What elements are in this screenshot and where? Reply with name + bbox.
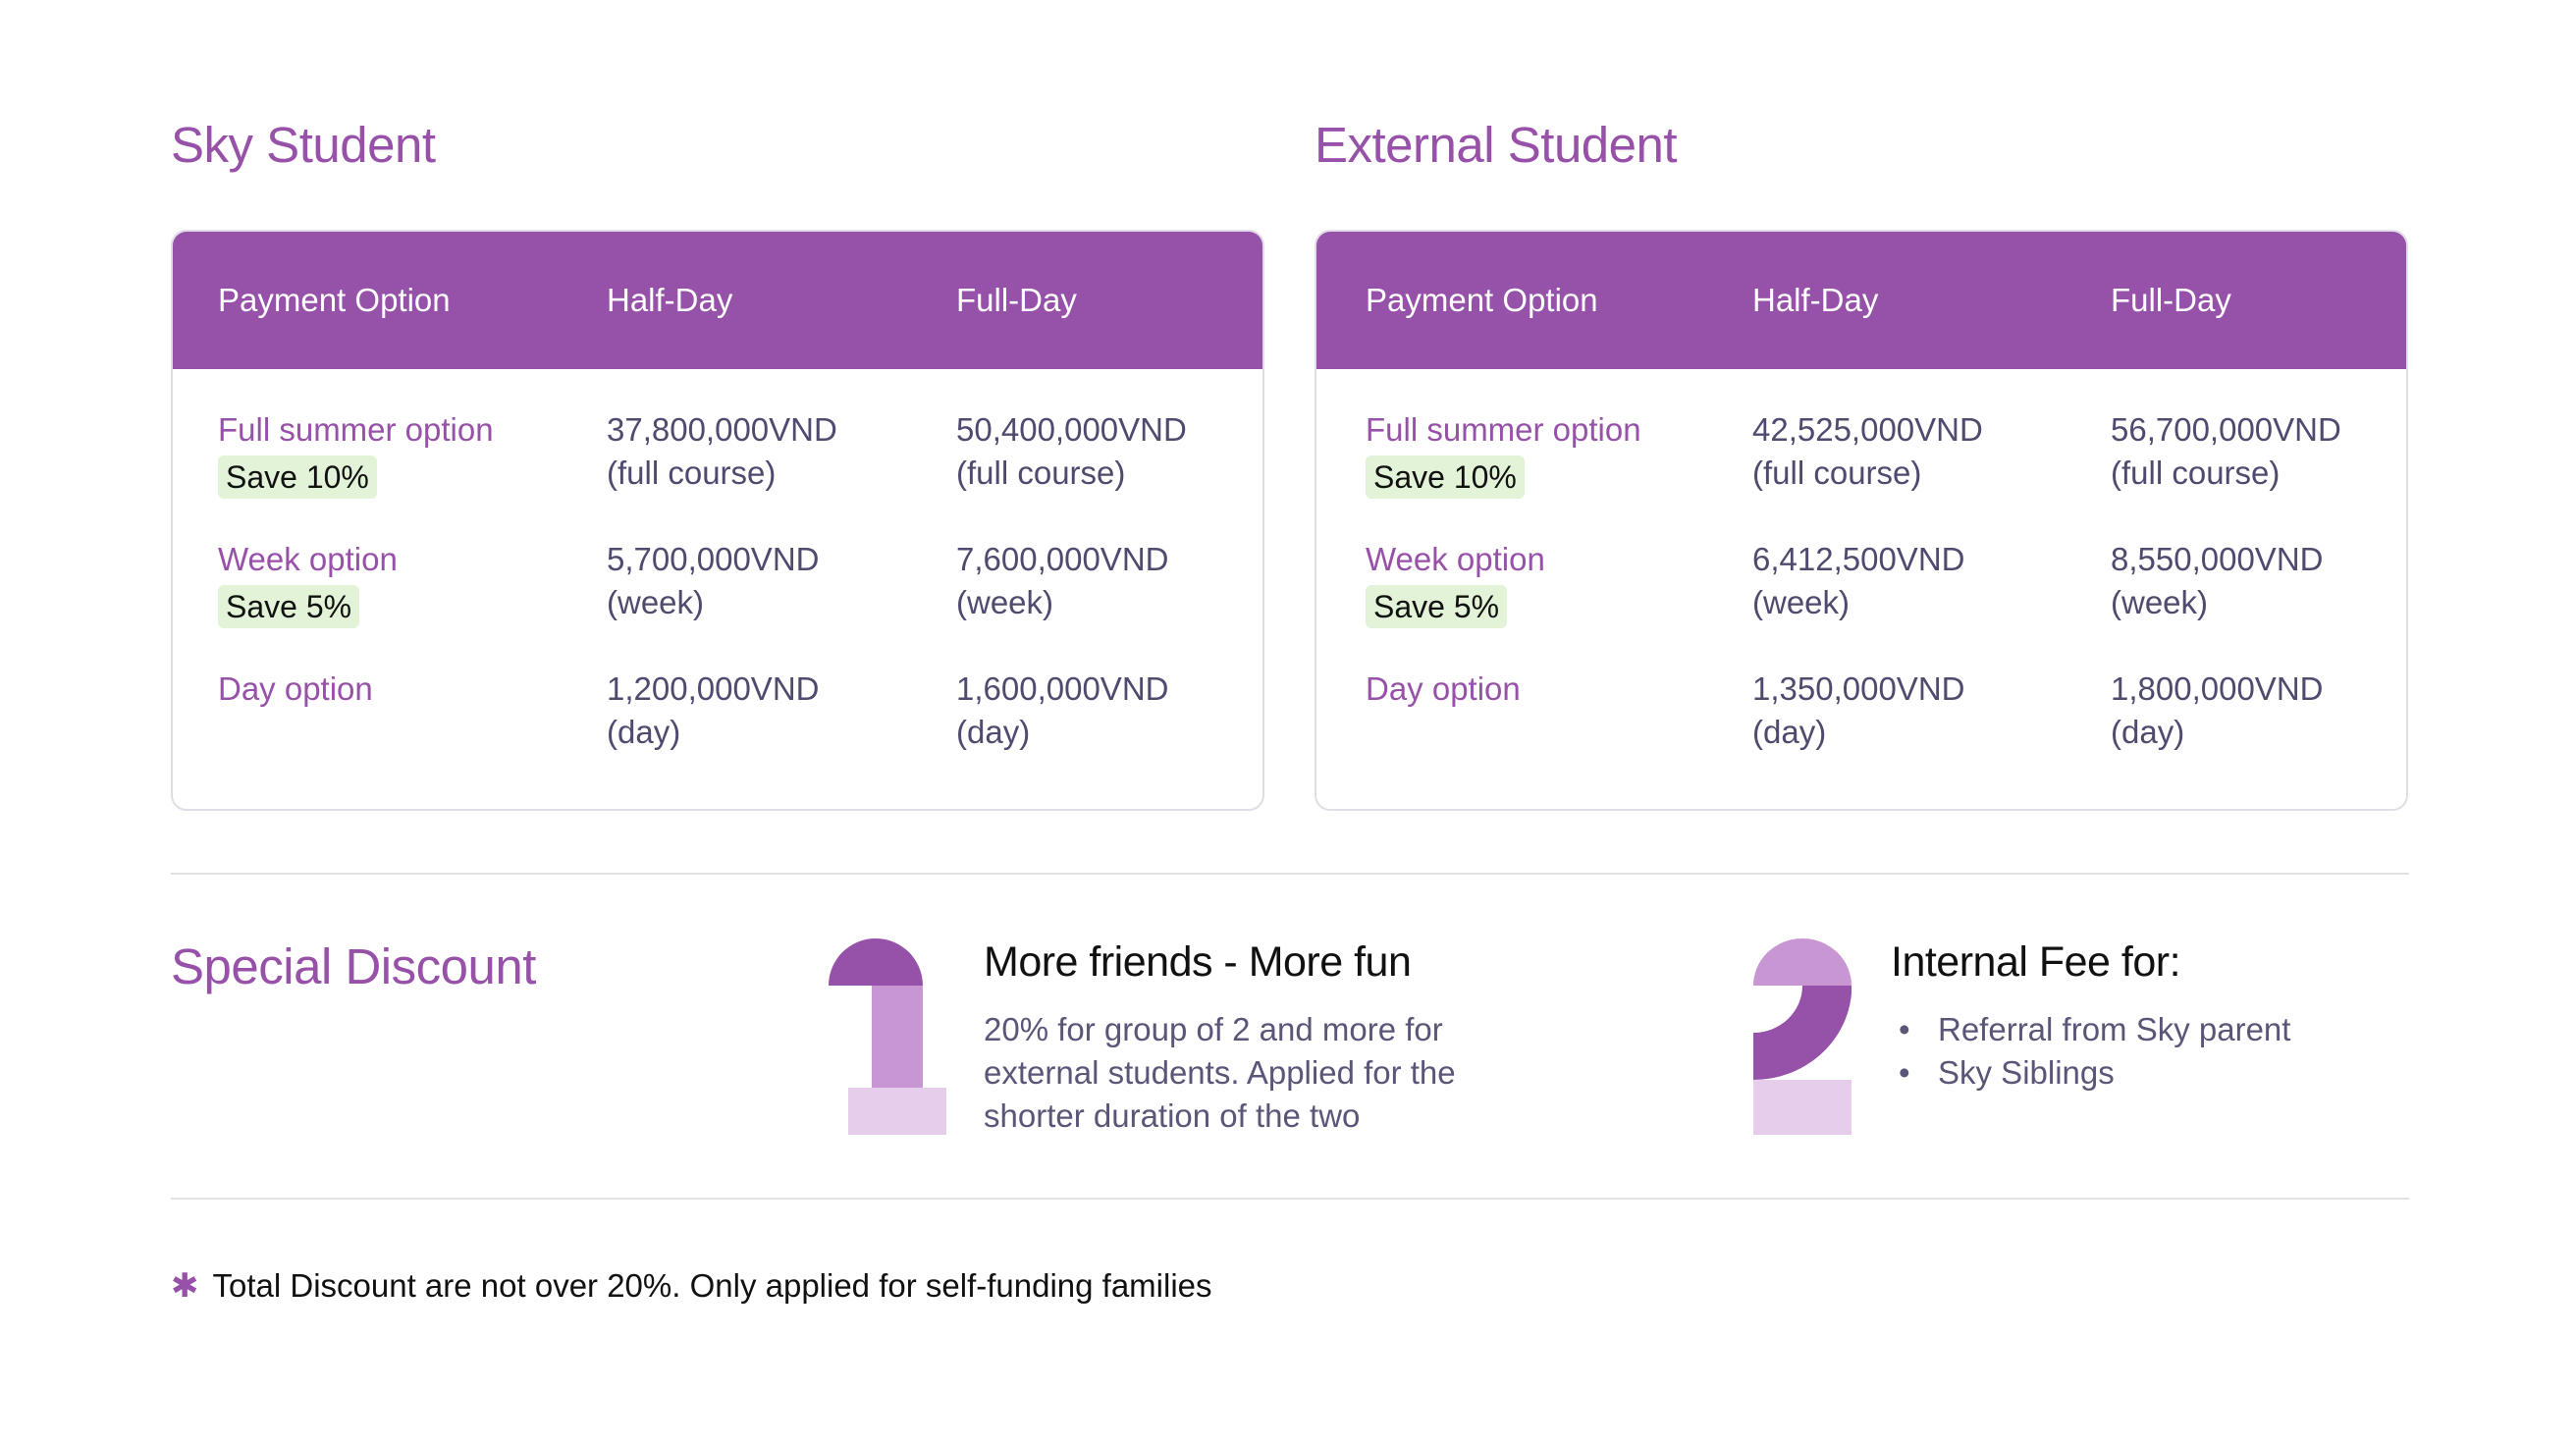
table-row: Day option 1,350,000VND (day) 1,800,000V… bbox=[1316, 668, 2406, 776]
list-item: • Sky Siblings bbox=[1891, 1051, 2290, 1095]
list-item: • Referral from Sky parent bbox=[1891, 1008, 2290, 1051]
save-badge: Save 5% bbox=[1366, 585, 1508, 628]
table-row: Day option 1,200,000VND (day) 1,600,000V… bbox=[173, 668, 1262, 776]
feature-2-bullet-list: • Referral from Sky parent • Sky Siblings bbox=[1891, 1008, 2290, 1095]
table-row: Full summer option Save 10% 42,525,000VN… bbox=[1316, 408, 2406, 516]
table-row: Full summer option Save 10% 37,800,000VN… bbox=[173, 408, 1262, 516]
external-student-title: External Student bbox=[1315, 117, 1678, 173]
header-payment-option: Payment Option bbox=[1366, 282, 1598, 318]
half-day-price: 1,350,000VND bbox=[1752, 670, 1965, 707]
table-row: Week option Save 5% 5,700,000VND (week) … bbox=[173, 538, 1262, 646]
full-day-price: 50,400,000VND bbox=[956, 411, 1187, 448]
bullet-icon: • bbox=[1899, 1011, 1910, 1047]
half-day-unit: (full course) bbox=[607, 455, 777, 491]
full-day-unit: (full course) bbox=[2111, 455, 2281, 491]
full-day-price: 56,700,000VND bbox=[2111, 411, 2341, 448]
number-two-icon bbox=[1753, 938, 1852, 1135]
full-day-unit: (full course) bbox=[956, 455, 1126, 491]
footnote-text: Total Discount are not over 20%. Only ap… bbox=[212, 1267, 1212, 1304]
feature-2-title: Internal Fee for: bbox=[1891, 938, 2181, 986]
full-day-price: 1,600,000VND bbox=[956, 670, 1169, 707]
full-day-unit: (week) bbox=[956, 584, 1054, 620]
feature-1-description: 20% for group of 2 and more for external… bbox=[984, 1011, 1456, 1134]
header-half-day: Half-Day bbox=[1752, 282, 1879, 318]
section-divider-bottom bbox=[171, 1198, 2409, 1200]
half-day-price: 37,800,000VND bbox=[607, 411, 837, 448]
full-day-price: 1,800,000VND bbox=[2111, 670, 2324, 707]
save-badge: Save 10% bbox=[218, 455, 377, 499]
bullet-icon: • bbox=[1899, 1054, 1910, 1091]
save-badge: Save 10% bbox=[1366, 455, 1525, 499]
header-half-day: Half-Day bbox=[607, 282, 733, 318]
number-one-icon bbox=[829, 938, 946, 1135]
option-label: Week option bbox=[1366, 541, 1545, 577]
option-label: Full summer option bbox=[1366, 411, 1641, 448]
option-label: Week option bbox=[218, 541, 398, 577]
footnote: ✱ Total Discount are not over 20%. Only a… bbox=[171, 1264, 1212, 1308]
half-day-unit: (day) bbox=[607, 714, 681, 750]
header-full-day: Full-Day bbox=[2111, 282, 2231, 318]
half-day-unit: (week) bbox=[607, 584, 705, 620]
full-day-unit: (day) bbox=[2111, 714, 2185, 750]
option-label: Day option bbox=[1366, 670, 1521, 707]
sky-pricing-table: Payment Option Half-Day Full-Day Full su… bbox=[171, 230, 1264, 811]
bullet-text: Sky Siblings bbox=[1938, 1054, 2115, 1091]
bullet-text: Referral from Sky parent bbox=[1938, 1011, 2291, 1047]
half-day-unit: (full course) bbox=[1752, 455, 1922, 491]
option-label: Day option bbox=[218, 670, 373, 707]
feature-1-title: More friends - More fun bbox=[984, 938, 1412, 986]
full-day-unit: (day) bbox=[956, 714, 1031, 750]
half-day-unit: (day) bbox=[1752, 714, 1827, 750]
table-header: Payment Option Half-Day Full-Day bbox=[173, 232, 1262, 369]
header-payment-option: Payment Option bbox=[218, 282, 451, 318]
header-full-day: Full-Day bbox=[956, 282, 1077, 318]
half-day-price: 5,700,000VND bbox=[607, 541, 820, 577]
asterisk-icon: ✱ bbox=[171, 1267, 199, 1305]
sky-student-title: Sky Student bbox=[171, 117, 436, 173]
half-day-price: 42,525,000VND bbox=[1752, 411, 1983, 448]
half-day-price: 1,200,000VND bbox=[607, 670, 820, 707]
table-row: Week option Save 5% 6,412,500VND (week) … bbox=[1316, 538, 2406, 646]
external-pricing-table: Payment Option Half-Day Full-Day Full su… bbox=[1315, 230, 2408, 811]
full-day-price: 8,550,000VND bbox=[2111, 541, 2324, 577]
table-header: Payment Option Half-Day Full-Day bbox=[1316, 232, 2406, 369]
save-badge: Save 5% bbox=[218, 585, 360, 628]
half-day-unit: (week) bbox=[1752, 584, 1851, 620]
full-day-price: 7,600,000VND bbox=[956, 541, 1169, 577]
section-divider-top bbox=[171, 873, 2409, 875]
special-discount-title: Special Discount bbox=[171, 938, 536, 994]
full-day-unit: (week) bbox=[2111, 584, 2209, 620]
option-label: Full summer option bbox=[218, 411, 494, 448]
half-day-price: 6,412,500VND bbox=[1752, 541, 1965, 577]
